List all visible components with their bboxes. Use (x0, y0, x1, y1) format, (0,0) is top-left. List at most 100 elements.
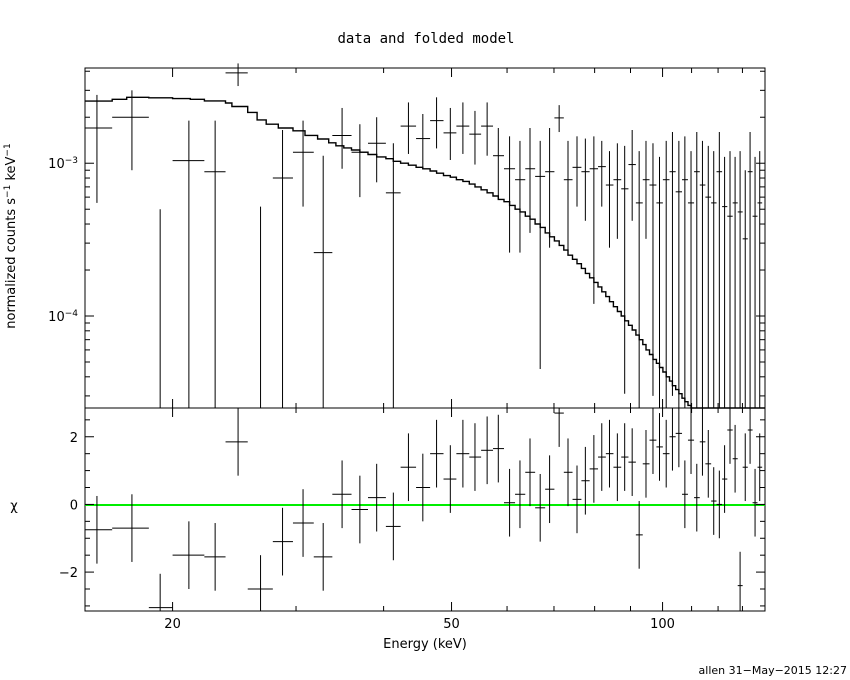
data-point (675, 140, 683, 408)
residual-point (737, 551, 743, 611)
data-point (85, 94, 113, 203)
x-axis-label: Energy (keV) (383, 637, 467, 652)
residual-point (732, 424, 738, 493)
y-tick-label: 0 (70, 498, 78, 513)
data-point (628, 129, 636, 221)
residual-point (525, 438, 536, 507)
residual-point (752, 468, 758, 537)
y-label-middle: keV (4, 156, 19, 184)
residual-point (400, 433, 417, 502)
data-point (656, 156, 663, 408)
residual-point (332, 460, 352, 529)
data-point (649, 143, 657, 396)
data-point (443, 107, 457, 160)
data-point (737, 151, 743, 408)
residual-point (589, 435, 599, 503)
residual-point (493, 414, 504, 483)
residual-point (469, 423, 482, 491)
data-point (112, 90, 149, 171)
top-panel: 10−310−4 normalized counts s−1 keV−1 (3, 63, 766, 409)
residual-point (535, 473, 546, 542)
top-panel-frame (84, 67, 766, 409)
residual-point (554, 408, 564, 447)
data-point (400, 102, 417, 154)
residual-point (515, 460, 526, 529)
bottom-axis-ticks: 20 50 100 −2 0 2 (59, 408, 766, 632)
x-tick-label: 50 (443, 617, 460, 632)
data-point (204, 120, 226, 408)
data-point (699, 140, 706, 408)
data-point (469, 110, 482, 165)
residual-point (747, 408, 753, 464)
data-point (642, 140, 650, 239)
residual-point (581, 446, 590, 515)
residual-point (687, 408, 695, 474)
data-point (732, 156, 738, 408)
data-point (313, 155, 333, 408)
bottom-panel-frame (84, 407, 766, 612)
residual-point (416, 453, 431, 522)
data-point (598, 140, 606, 207)
y-tick-base: 10 (48, 157, 65, 172)
residual-point (443, 445, 457, 513)
y-tick-label: 10−3 (48, 156, 78, 172)
data-point (694, 132, 700, 408)
residual-point (613, 433, 622, 502)
residual-point (385, 492, 401, 561)
residual-point (481, 416, 494, 485)
data-point (351, 124, 368, 198)
residual-point (545, 455, 555, 524)
y-tick-exponent: −3 (65, 156, 78, 166)
residual-point (367, 463, 386, 532)
residual-point (247, 555, 273, 611)
y-tick-label: −2 (59, 566, 78, 581)
residual-point (572, 465, 582, 534)
residual-point (112, 494, 149, 562)
y-tick-base: 10 (48, 310, 65, 325)
data-point (722, 156, 728, 408)
residual-point (716, 470, 723, 539)
bottom-panel: 20 50 100 −2 0 2 χ Energy (keV) (10, 407, 766, 652)
data-point (515, 140, 526, 253)
data-point (385, 143, 401, 408)
residual-point (456, 419, 470, 488)
residual-point (705, 429, 712, 498)
data-point (525, 128, 536, 233)
chart-title: data and folded model (337, 31, 514, 47)
top-axis-ticks: 10−310−4 (48, 68, 766, 408)
residual-point (204, 523, 226, 591)
data-point (581, 138, 590, 221)
bottom-y-axis-label: χ (10, 499, 18, 514)
data-point (545, 128, 555, 248)
residual-point (621, 423, 629, 491)
data-point (752, 156, 758, 408)
residual-point (669, 408, 676, 471)
residual-point (605, 419, 614, 488)
residual-point (272, 507, 293, 576)
data-point (535, 140, 546, 369)
residual-point (699, 408, 706, 476)
data-point (148, 209, 173, 409)
x-tick-label: 100 (650, 617, 675, 632)
data-point (554, 105, 564, 133)
data-point (747, 132, 753, 408)
data-point (367, 117, 386, 183)
y-label-superscript-2: −1 (3, 143, 13, 156)
data-point (430, 97, 444, 149)
model-curve-group (85, 96, 765, 409)
residual-point (503, 468, 516, 537)
y-tick-label: 2 (70, 431, 78, 446)
residual-points-group (85, 408, 763, 611)
residual-point (656, 413, 663, 481)
residual-point (148, 573, 173, 611)
residual-point (675, 408, 683, 468)
data-point (711, 151, 717, 408)
residual-point (225, 408, 248, 476)
residual-point (598, 423, 606, 491)
x-tick-label: 20 (164, 617, 181, 632)
data-point (456, 102, 470, 154)
data-point (272, 129, 293, 408)
residual-point (430, 419, 444, 488)
residual-point (635, 501, 643, 569)
